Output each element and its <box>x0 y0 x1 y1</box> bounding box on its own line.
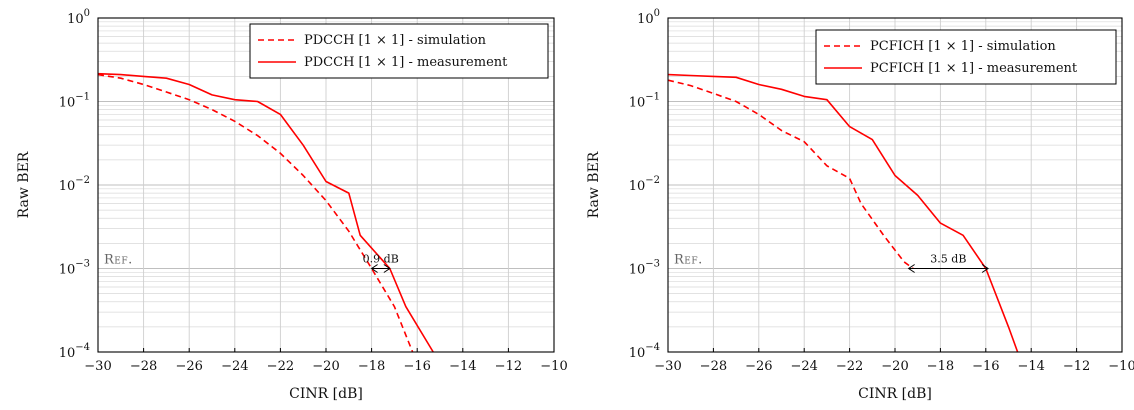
y-tick-base: 10 <box>629 179 646 194</box>
y-tick-label: 10−4 <box>629 342 660 361</box>
series-line-simulation <box>97 73 414 353</box>
legend-box <box>815 29 1117 85</box>
x-tick-label: −20 <box>881 359 908 374</box>
legend-entry: PCFICH [1 × 1] - simulation <box>870 39 1056 54</box>
y-tick-exponent: −3 <box>645 259 660 270</box>
x-tick-label: −10 <box>1108 359 1134 374</box>
reference-label: Ref. <box>104 253 133 268</box>
y-tick-label: 10−1 <box>59 92 90 111</box>
arrowhead-right <box>981 264 989 273</box>
x-tick-label: −14 <box>449 359 476 374</box>
y-tick-base: 10 <box>629 263 646 278</box>
x-axis-label: CINR [dB] <box>858 386 932 402</box>
x-tick-label: −12 <box>495 359 522 374</box>
x-tick-label: −22 <box>836 359 863 374</box>
y-tick-base: 10 <box>67 12 84 27</box>
x-tick-label: −30 <box>84 359 111 374</box>
legend-entry: PDCCH [1 × 1] - measurement <box>304 55 508 70</box>
y-tick-exponent: −2 <box>645 175 660 186</box>
legend-entry: PCFICH [1 × 1] - measurement <box>870 61 1078 76</box>
arrowhead-left <box>907 264 915 273</box>
y-axis-label: Raw BER <box>16 151 32 218</box>
x-tick-label: −28 <box>700 359 727 374</box>
legend-box <box>249 23 549 79</box>
x-tick-label: −20 <box>312 359 339 374</box>
annotation-label: 3.5 dB <box>930 253 966 266</box>
series-line-measurement <box>97 72 434 353</box>
y-tick-exponent: −3 <box>75 259 90 270</box>
y-tick-exponent: −1 <box>75 92 90 103</box>
plot-frame <box>667 17 1123 353</box>
x-tick-label: −30 <box>654 359 681 374</box>
y-tick-base: 10 <box>59 96 76 111</box>
y-tick-label: 10−3 <box>629 259 660 278</box>
x-tick-label: −16 <box>403 359 430 374</box>
x-tick-label: −16 <box>972 359 999 374</box>
y-tick-base: 10 <box>637 12 654 27</box>
y-tick-base: 10 <box>629 346 646 361</box>
y-tick-exponent: 0 <box>654 8 660 19</box>
y-tick-exponent: −2 <box>75 175 90 186</box>
y-axis-label: Raw BER <box>586 151 602 218</box>
series-line-simulation <box>667 79 914 270</box>
y-tick-label: 100 <box>637 8 660 27</box>
y-tick-base: 10 <box>59 263 76 278</box>
y-tick-exponent: 0 <box>84 8 90 19</box>
plot-frame <box>97 17 555 353</box>
annotation-label: 0.9 dB <box>363 253 399 266</box>
y-tick-exponent: −4 <box>75 342 90 353</box>
x-axis-label: CINR [dB] <box>289 386 363 402</box>
x-tick-label: −28 <box>130 359 157 374</box>
y-tick-label: 10−2 <box>59 175 90 194</box>
arrowhead-right <box>383 264 391 273</box>
legend-entry: PDCCH [1 × 1] - simulation <box>304 33 487 48</box>
y-tick-label: 10−1 <box>629 92 660 111</box>
x-tick-label: −18 <box>927 359 954 374</box>
y-tick-base: 10 <box>629 96 646 111</box>
x-tick-label: −26 <box>745 359 772 374</box>
y-tick-label: 10−2 <box>629 175 660 194</box>
series-line-measurement <box>667 73 1019 353</box>
arrowhead-left <box>370 264 378 273</box>
x-tick-label: −24 <box>790 359 817 374</box>
y-tick-base: 10 <box>59 346 76 361</box>
x-tick-label: −10 <box>540 359 567 374</box>
y-tick-exponent: −1 <box>645 92 660 103</box>
y-tick-label: 100 <box>67 8 90 27</box>
x-tick-label: −14 <box>1017 359 1044 374</box>
x-tick-label: −24 <box>221 359 248 374</box>
y-tick-label: 10−4 <box>59 342 90 361</box>
x-tick-label: −26 <box>175 359 202 374</box>
x-tick-label: −12 <box>1063 359 1090 374</box>
reference-label: Ref. <box>674 253 703 268</box>
y-tick-base: 10 <box>59 179 76 194</box>
x-tick-label: −22 <box>267 359 294 374</box>
y-tick-label: 10−3 <box>59 259 90 278</box>
x-tick-label: −18 <box>358 359 385 374</box>
y-tick-exponent: −4 <box>645 342 660 353</box>
